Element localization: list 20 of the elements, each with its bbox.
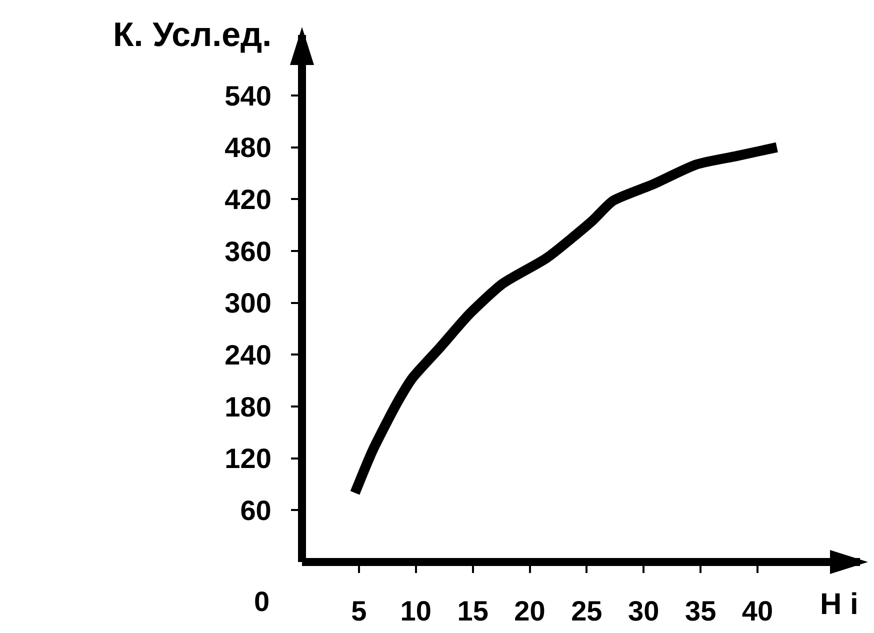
x-tick-label: 10 [400,596,432,627]
y-axis-title: К. Усл.ед. [113,16,272,54]
x-tick-label: 15 [457,596,488,627]
x-tick-label: 40 [742,596,774,627]
y-tick-label: 180 [224,391,272,422]
y-tick-label: 120 [224,443,272,474]
x-tick-label: 5 [351,596,367,627]
y-tick-label: 480 [224,132,272,164]
y-tick-label: 540 [224,80,272,112]
text: 0 [254,586,270,617]
y-tick-label: 300 [224,288,272,319]
y-tick-label: 60 [240,494,272,526]
y-tick-label: 240 [224,339,272,370]
x-tick-label: 35 [684,596,716,627]
y-tick-label: 360 [224,236,272,267]
x-axis-title: Н i [820,588,858,621]
y-tick-label: 420 [224,184,272,215]
x-tick-label: 25 [571,596,602,627]
x-tick-label: 20 [514,596,546,627]
x-tick-label: 30 [628,596,660,627]
